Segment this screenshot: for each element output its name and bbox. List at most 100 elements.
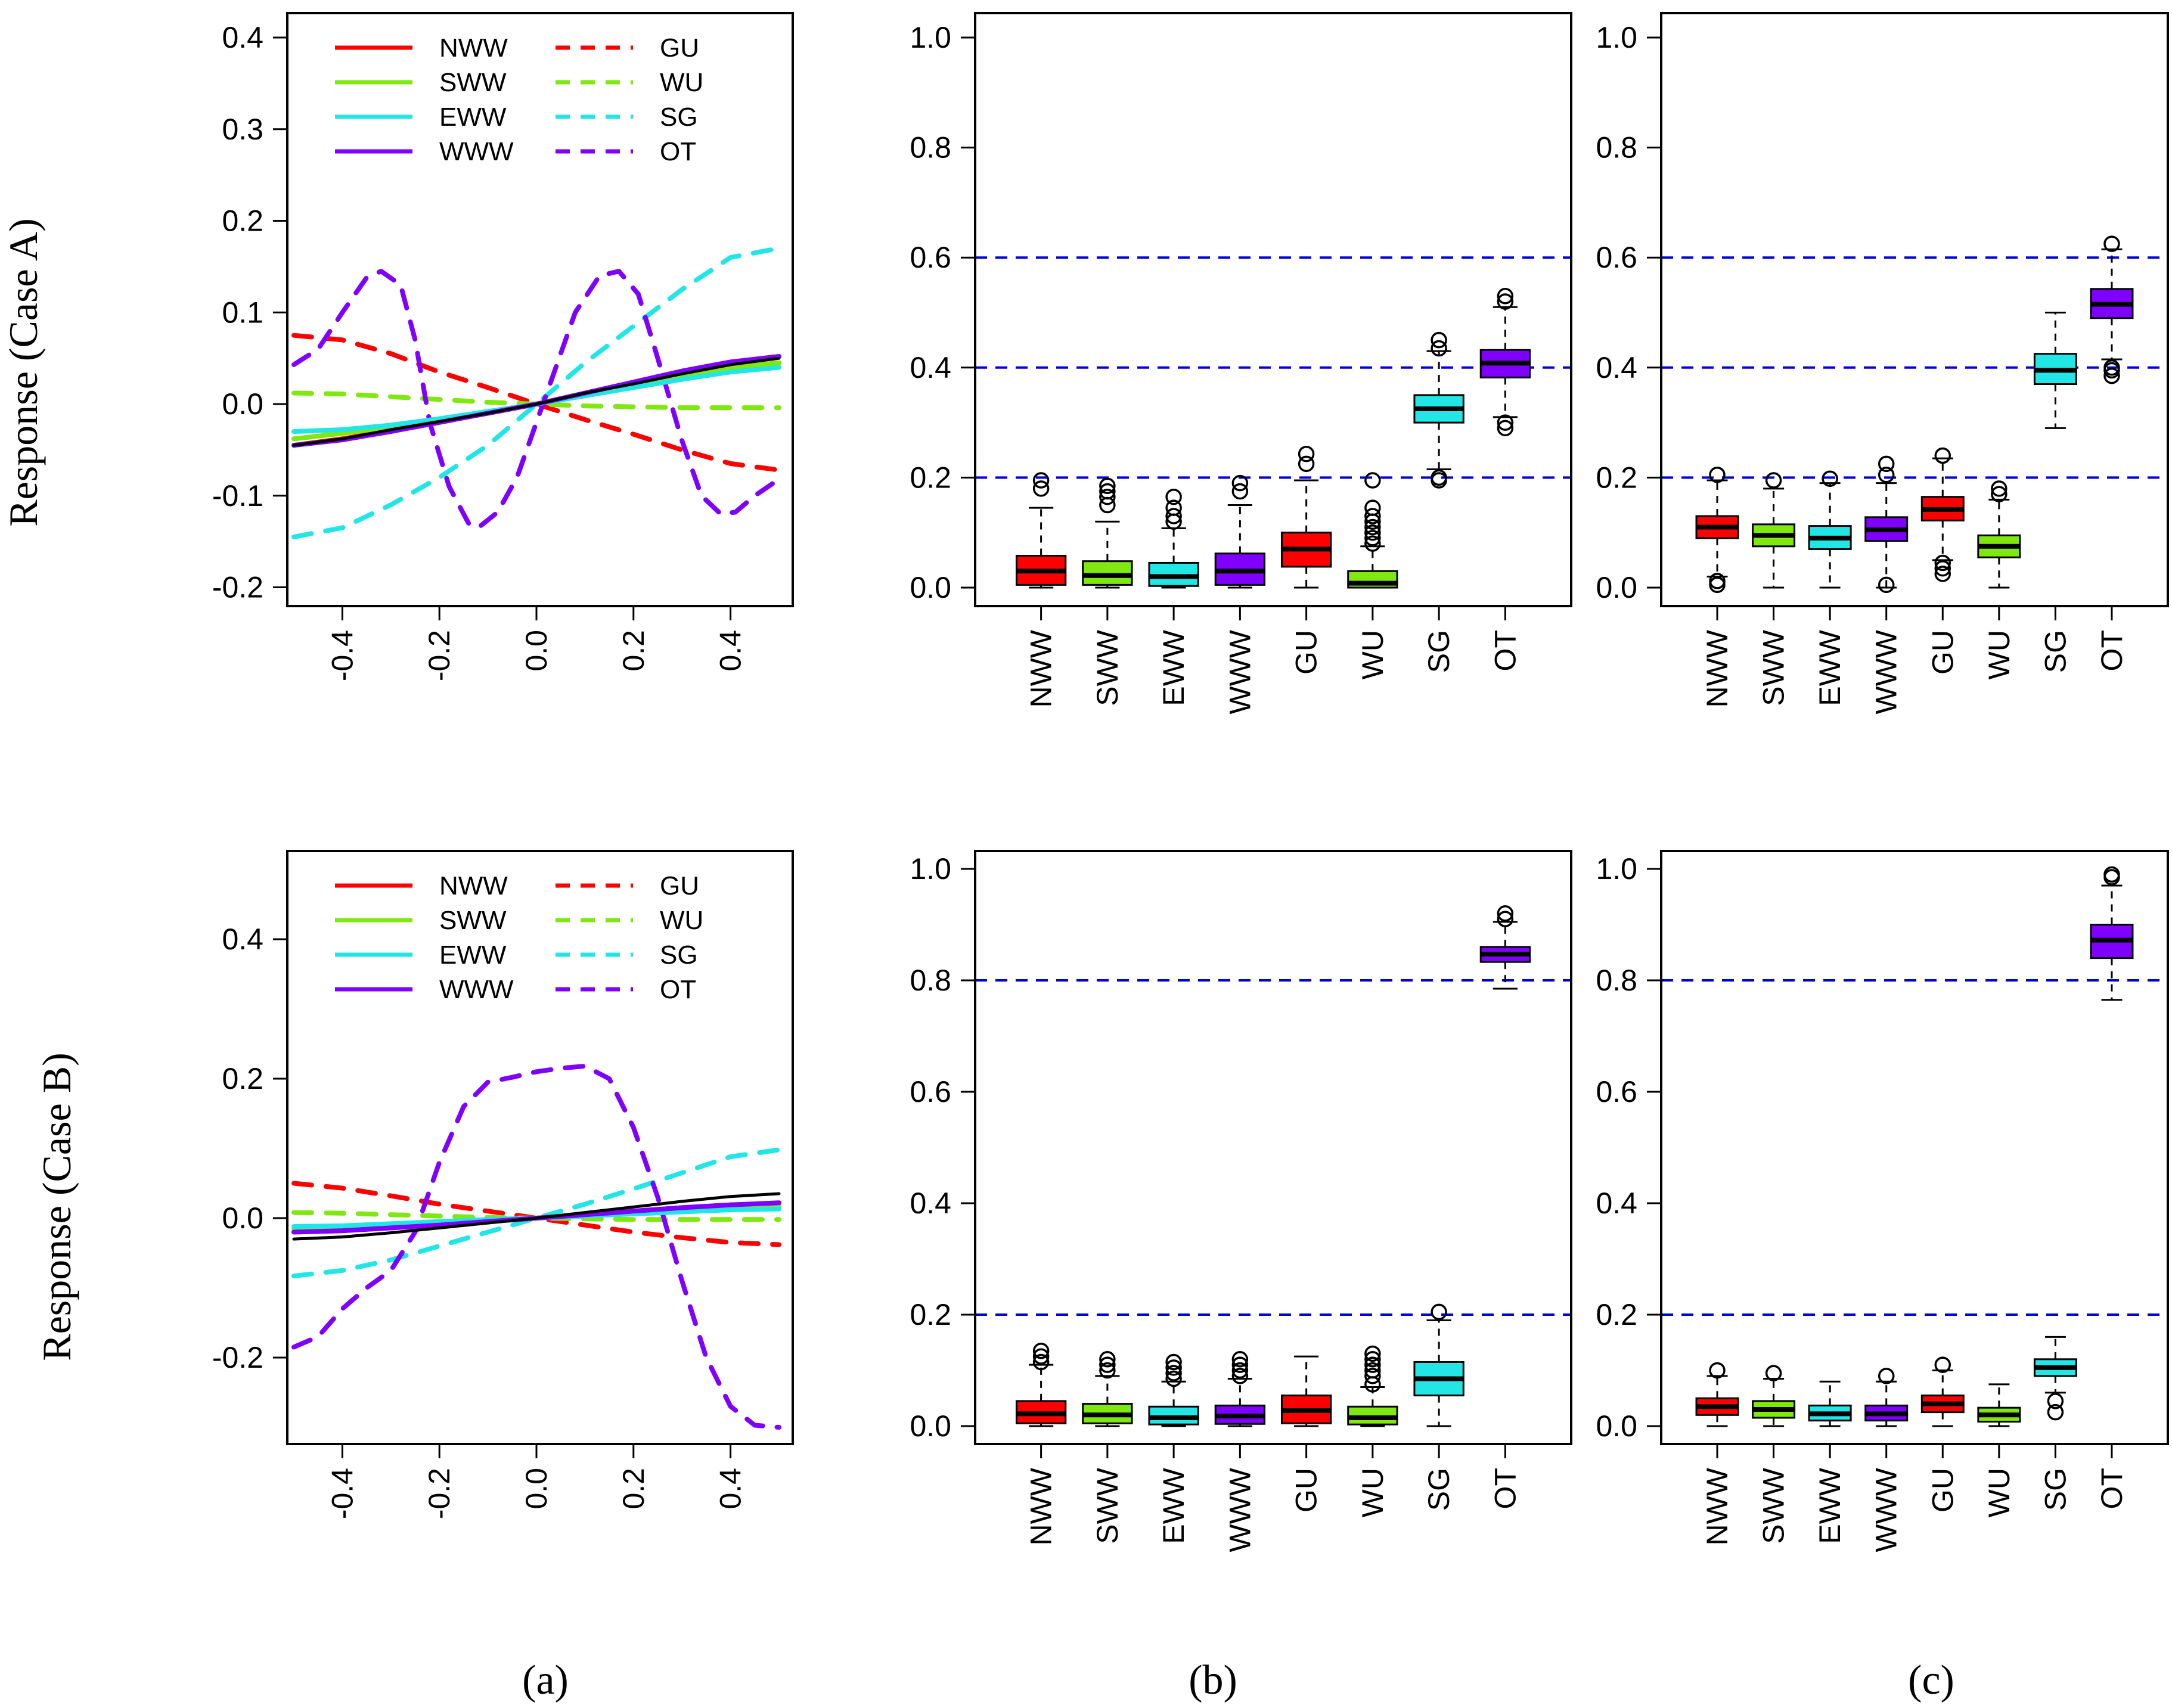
x-tick-label: NWW [1025, 1467, 1058, 1545]
y-tick-label: 0.4 [1596, 1187, 1637, 1220]
y-tick-label: -0.2 [212, 571, 263, 604]
outlier-point [1497, 288, 1514, 305]
outlier-point [1431, 469, 1447, 486]
y-tick-label: 0.2 [1596, 461, 1637, 494]
series-layer [291, 1063, 781, 1430]
y-tick-label: 0.4 [910, 351, 951, 384]
y-tick-label: 1.0 [1596, 21, 1637, 54]
outlier-point [1099, 483, 1116, 500]
x-tick-label: -0.2 [423, 1468, 456, 1519]
y-tick-label: 0.2 [1596, 1298, 1637, 1331]
outlier-point [1497, 911, 1514, 927]
outlier-point [1364, 1351, 1381, 1368]
outlier-point [1934, 1356, 1951, 1373]
plot-frame [974, 12, 1572, 607]
box-sg [1413, 331, 1464, 489]
x-tick-label: SG [1422, 630, 1456, 673]
box-body [1082, 560, 1133, 586]
y-tick-label: 0.4 [222, 923, 263, 956]
outlier-point [1231, 1356, 1249, 1373]
y-tick-label: 0.6 [1596, 241, 1637, 274]
x-tick-label: WWW [1870, 629, 1903, 714]
outlier-point [2103, 359, 2120, 376]
outlier-point [1364, 1345, 1381, 1362]
outlier-point [1231, 1362, 1249, 1379]
outlier-point [1165, 1370, 1182, 1387]
legend-label-gu: GU [660, 33, 699, 63]
x-tick-label: GU [1926, 630, 1959, 675]
outlier-point [1364, 472, 1381, 489]
box-gu [1920, 447, 1965, 582]
box-gu [1920, 1356, 1965, 1427]
outlier-point [1497, 420, 1514, 437]
outlier-point [1878, 576, 1895, 594]
x-tick-label: WU [1356, 630, 1389, 679]
box-sww [1752, 1365, 1796, 1427]
x-tick-label: EWW [1813, 1467, 1847, 1544]
x-tick-label: WWW [1223, 1467, 1256, 1552]
outlier-point [1765, 472, 1782, 489]
column-label-c: (c) [1908, 1657, 1954, 1703]
x-tick-label: EWW [1813, 629, 1847, 706]
y-tick-label: 0.2 [910, 461, 951, 494]
outlier-point [1497, 905, 1514, 922]
outlier-point [1364, 530, 1381, 546]
outlier-point [1099, 1356, 1116, 1373]
box-www [1214, 474, 1266, 589]
legend-label-sg: SG [660, 940, 698, 970]
y-tick-label: 0.4 [222, 21, 263, 54]
outlier-point [1165, 499, 1182, 516]
x-tick-label: WWW [1870, 1467, 1903, 1552]
legend-label-wu: WU [660, 906, 703, 935]
x-tick-label: WWW [1223, 629, 1256, 714]
y-tick-label: 0.0 [222, 1201, 263, 1235]
outlier-point [1364, 535, 1381, 552]
outlier-point [1364, 518, 1381, 536]
outlier-point [2103, 367, 2120, 384]
y-tick-label: 0.2 [222, 1062, 263, 1095]
outlier-point [2047, 1393, 2064, 1409]
box-eww [1148, 1353, 1199, 1427]
outlier-point [2103, 235, 2120, 252]
plot-frame [286, 850, 794, 1445]
plot-frame [1660, 850, 2169, 1445]
outlier-point [1364, 499, 1381, 516]
outlier-point [1991, 486, 2007, 502]
plot-frame [974, 850, 1572, 1445]
box-www [1864, 455, 1909, 594]
box-ot [1479, 905, 1531, 990]
box-wu [1977, 1383, 2021, 1427]
outlier-point [1231, 474, 1249, 492]
outlier-point [1099, 1362, 1116, 1379]
x-tick-label: OT [1488, 1468, 1522, 1509]
x-tick-label: SG [1422, 1468, 1456, 1511]
box-eww [1148, 488, 1199, 589]
y-tick-label: 0.2 [910, 1298, 951, 1331]
box-nww [1695, 467, 1739, 594]
outlier-point [1709, 573, 1726, 589]
x-tick-label: SWW [1091, 629, 1124, 706]
y-tick-label: 0.1 [222, 296, 263, 329]
outlier-point [1099, 488, 1116, 505]
outlier-point [1878, 467, 1895, 483]
series-line-sg [291, 246, 781, 539]
y-tick-label: 0.6 [1596, 1075, 1637, 1108]
y-tick-label: 0.8 [910, 131, 951, 164]
outlier-point [1032, 480, 1050, 497]
row-label-case-a: Response (Case A) [1, 218, 46, 526]
box-ot [2090, 866, 2134, 1001]
series-line-black [292, 356, 781, 447]
x-tick-label: SWW [1757, 629, 1791, 706]
x-tick-label: NWW [1701, 1467, 1734, 1545]
y-tick-label: 0.0 [222, 387, 263, 421]
series-line-ot [291, 269, 781, 530]
x-tick-label: -0.4 [325, 630, 359, 681]
series-line-sg [291, 1147, 781, 1279]
outlier-point [1934, 554, 1951, 572]
x-tick-label: GU [1926, 1468, 1959, 1513]
outlier-point [1934, 566, 1951, 582]
chart-panel-A-c: 0.0 0.2 0.4 0.6 0.8 1.0 NWW SWW EWW WWW GU WU SG OT [1596, 12, 2169, 715]
legend-label-www: WWW [439, 975, 514, 1004]
y-tick-label: 0.0 [1596, 571, 1637, 604]
outlier-point [1991, 480, 2007, 497]
